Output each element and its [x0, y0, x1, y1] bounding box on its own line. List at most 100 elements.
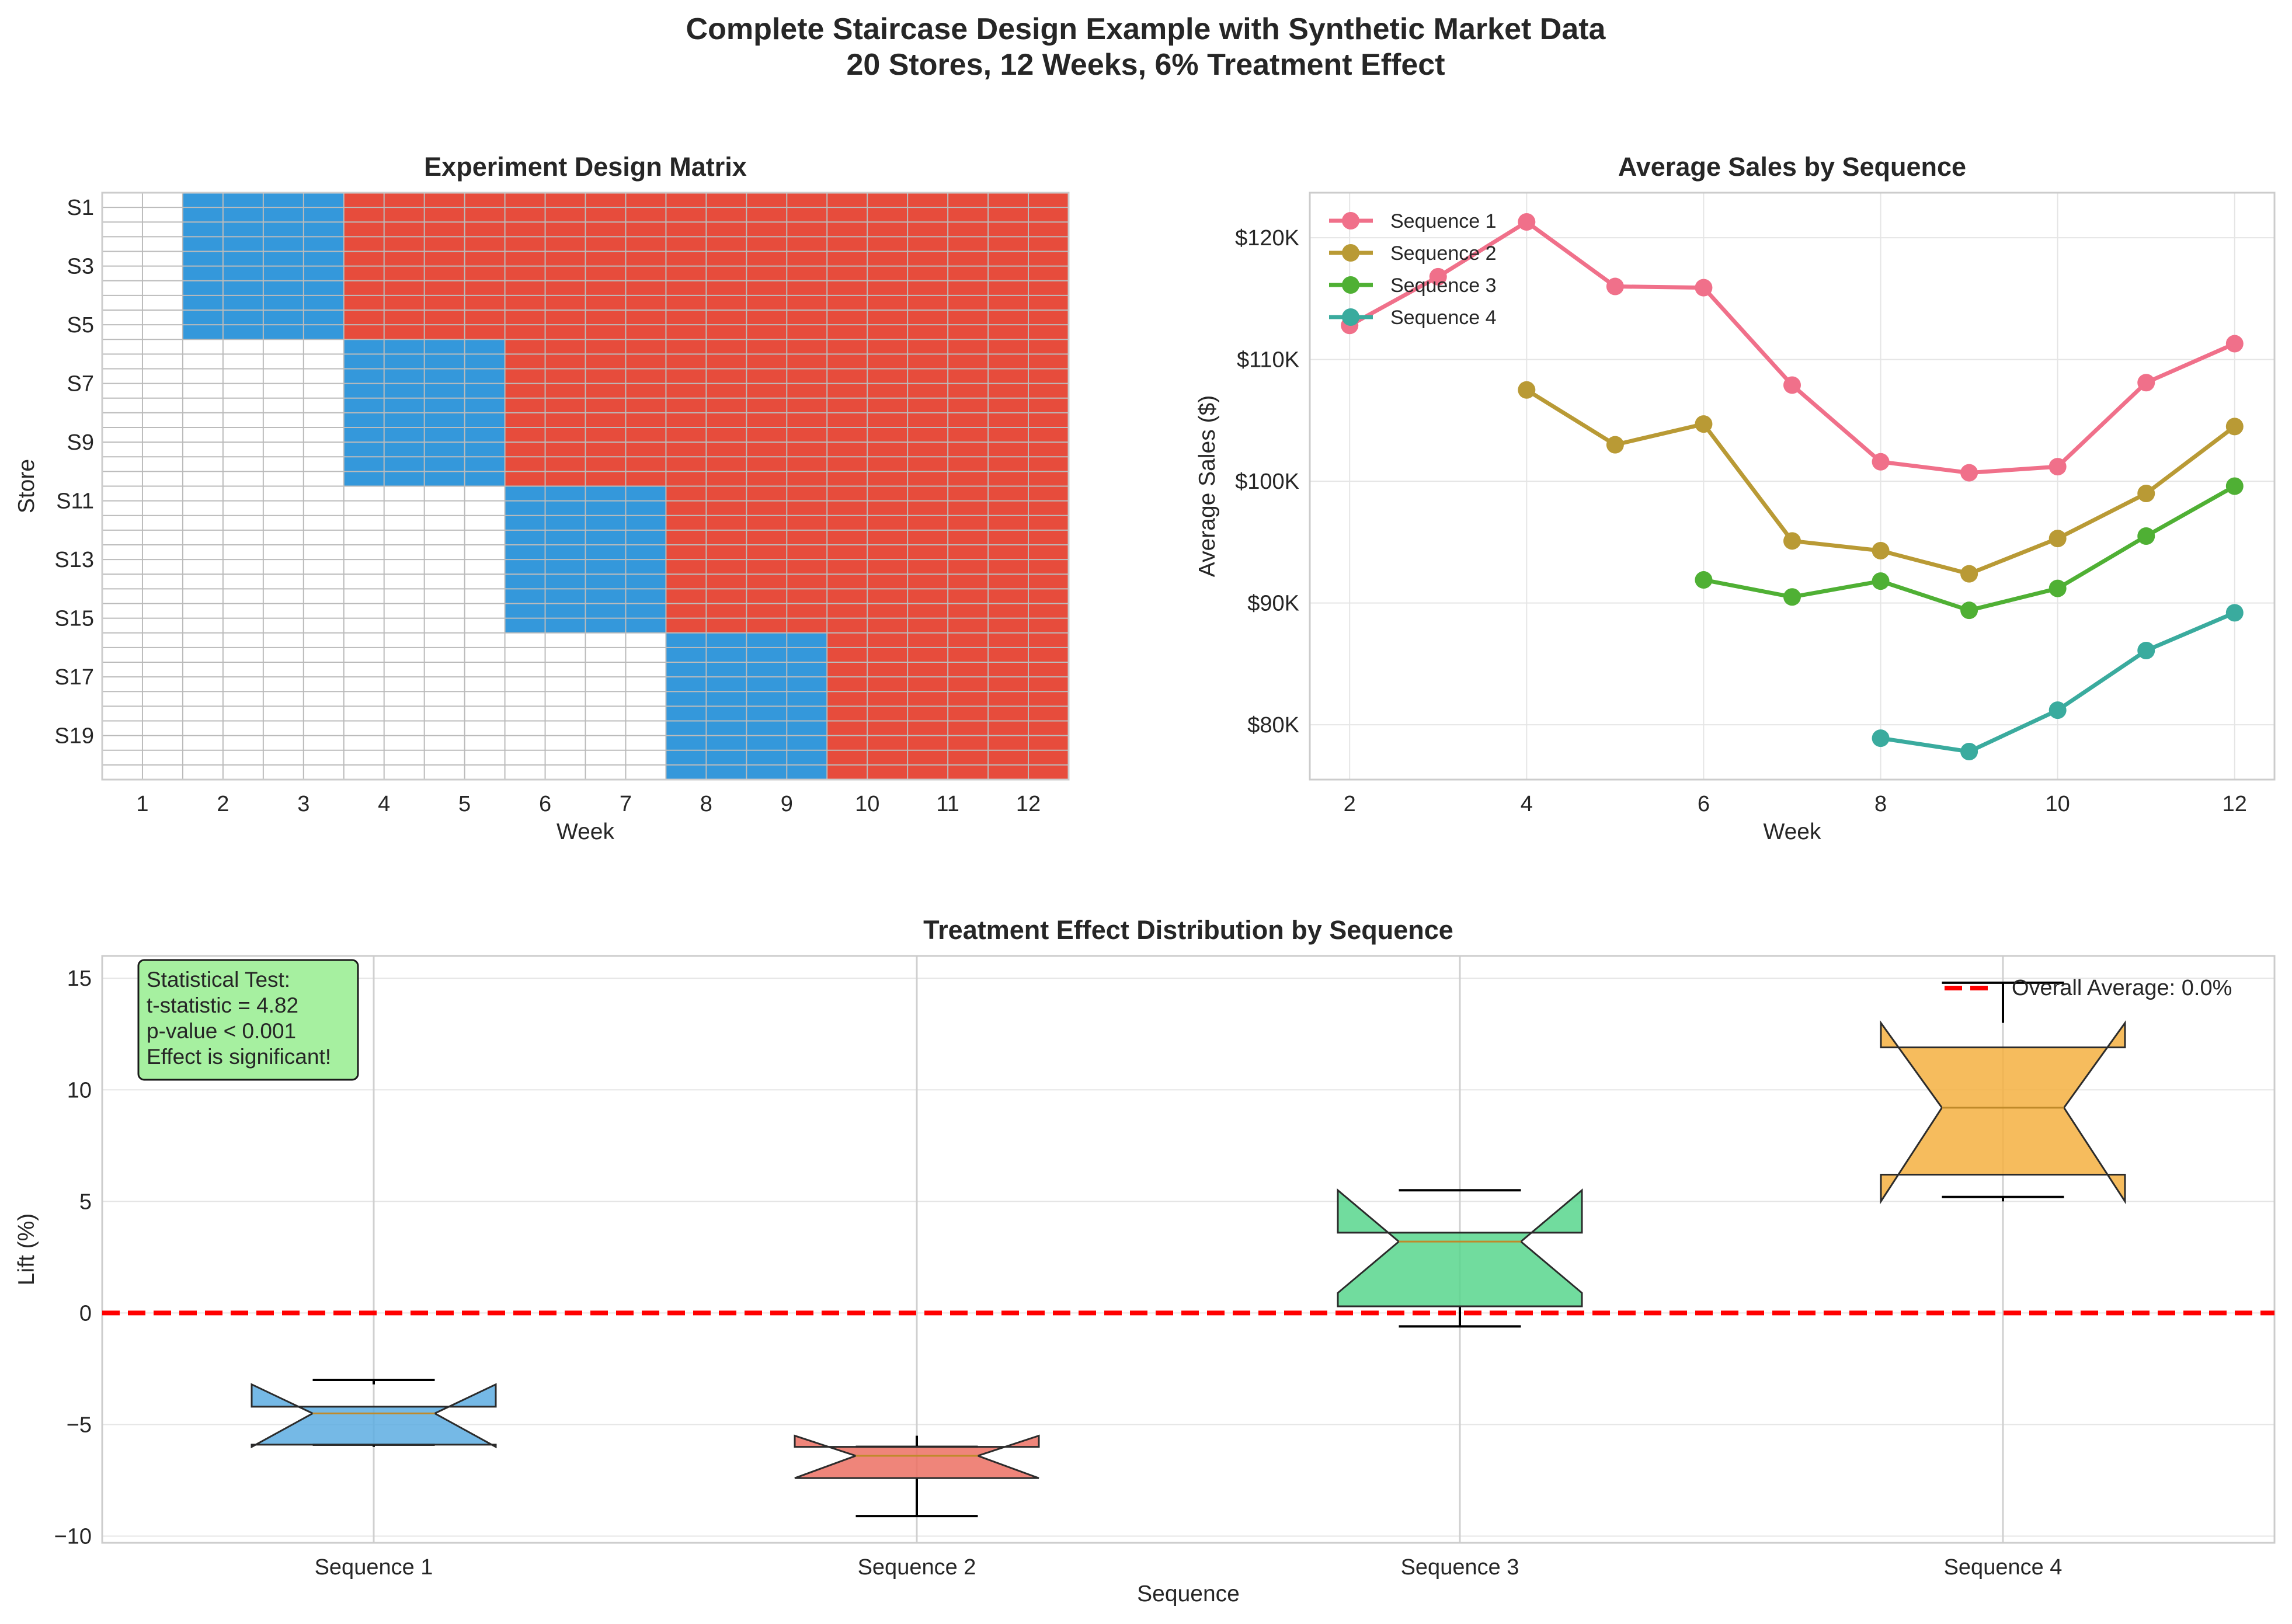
- sales-y-tick-label: $100K: [1235, 470, 1299, 494]
- sales-data-point: [2137, 527, 2155, 545]
- lift-y-tick-label: 5: [79, 1190, 92, 1214]
- sales-data-point: [1783, 532, 1801, 550]
- sales-data-point: [1960, 743, 1978, 761]
- sales-title: Average Sales by Sequence: [1618, 152, 1966, 182]
- sales-data-point: [2137, 485, 2155, 503]
- stat-test-line: Effect is significant!: [147, 1045, 331, 1069]
- matrix-x-axis-label: Week: [557, 819, 614, 844]
- sales-data-point: [2225, 477, 2244, 495]
- sales-data-point: [2048, 701, 2067, 719]
- sales-x-tick-label: 10: [2046, 792, 2070, 816]
- matrix-y-tick-label: S17: [54, 665, 94, 690]
- sales-x-tick-label: 2: [1344, 792, 1356, 816]
- sales-data-point: [1606, 436, 1624, 454]
- sales-data-point: [2225, 604, 2244, 622]
- sales-data-point: [2225, 418, 2244, 436]
- sales-data-point: [1872, 572, 1890, 590]
- lift-box-panel: −10 −5 0 5 10 15 Sequence 1 Sequence 2 Sequence …: [14, 915, 2276, 1606]
- sales-data-point: [1872, 729, 1890, 747]
- sales-data-point: [2048, 530, 2067, 548]
- matrix-frame: [101, 192, 1070, 781]
- matrix-x-tick-label: 1: [136, 792, 148, 816]
- matrix-y-tick-label: S13: [54, 548, 94, 572]
- matrix-x-tick-label: 5: [458, 792, 471, 816]
- lift-box: [251, 1383, 497, 1449]
- sales-x-tick-label: 8: [1874, 792, 1887, 816]
- matrix-y-tick-label: S3: [67, 255, 94, 279]
- lift-box: [794, 1434, 1040, 1479]
- lift-y-tick-label: −10: [54, 1525, 92, 1549]
- sales-data-point: [1695, 571, 1713, 589]
- sales-data-point: [1960, 565, 1978, 583]
- sales-y-axis-label: Average Sales ($): [1195, 395, 1220, 577]
- matrix-x-tick-label: 4: [378, 792, 390, 816]
- matrix-y-tick-label: S1: [67, 196, 94, 220]
- matrix-y-tick-label: S9: [67, 430, 94, 455]
- sales-data-point: [1783, 588, 1801, 606]
- stat-test-line: p-value < 0.001: [147, 1019, 296, 1043]
- sales-data-point: [1429, 267, 1447, 286]
- stat-test-box: [137, 959, 359, 1081]
- sales-legend-marker: [1342, 244, 1359, 262]
- matrix-x-tick-label: 6: [539, 792, 551, 816]
- sales-data-point: [2048, 458, 2067, 476]
- sales-legend-marker: [1342, 308, 1359, 326]
- matrix-x-tick-label: 12: [1016, 792, 1041, 816]
- sales-x-tick-label: 6: [1698, 792, 1710, 816]
- matrix-x-tick-label: 11: [936, 792, 959, 816]
- sales-data-point: [2137, 641, 2155, 659]
- sales-y-tick-label: $80K: [1247, 713, 1299, 738]
- lift-box: [1880, 1020, 2126, 1205]
- sales-legend-label: Sequence 2: [1390, 242, 1497, 265]
- matrix-y-tick-label: S7: [67, 372, 94, 397]
- lift-plot-frame: [101, 955, 2276, 1544]
- lift-x-tick-label: Sequence 4: [1944, 1555, 2063, 1580]
- matrix-x-tick-label: 10: [855, 792, 879, 816]
- sales-data-point: [2048, 579, 2067, 597]
- sales-data-point: [2225, 335, 2244, 353]
- matrix-y-tick-label: S15: [54, 607, 94, 631]
- matrix-x-tick-label: 3: [297, 792, 309, 816]
- lift-y-tick-label: 10: [67, 1078, 92, 1103]
- sales-data-point: [1695, 415, 1713, 433]
- matrix-x-tick-label: 9: [781, 792, 793, 816]
- figure-title-line1: Complete Staircase Design Example with S…: [686, 12, 1606, 46]
- matrix-x-tick-label: 8: [700, 792, 712, 816]
- lift-x-axis-label: Sequence: [1137, 1581, 1240, 1606]
- sales-legend-marker: [1342, 212, 1359, 229]
- lift-box: [1337, 1188, 1583, 1307]
- lift-x-tick-label: Sequence 2: [858, 1555, 976, 1580]
- sales-x-tick-label: 4: [1521, 792, 1533, 816]
- lift-y-tick-label: 0: [79, 1301, 92, 1326]
- lift-title: Treatment Effect Distribution by Sequenc…: [923, 915, 1453, 945]
- matrix-x-tick-label: 2: [217, 792, 229, 816]
- matrix-title: Experiment Design Matrix: [424, 152, 747, 182]
- sales-legend-marker: [1342, 276, 1359, 294]
- sales-data-point: [1872, 542, 1890, 560]
- matrix-y-tick-label: S5: [67, 313, 94, 338]
- stat-test-line: Statistical Test:: [147, 968, 290, 992]
- matrix-x-tick-label: 7: [620, 792, 632, 816]
- stat-test-line: t-statistic = 4.82: [147, 993, 298, 1017]
- lift-y-axis-label: Lift (%): [14, 1213, 39, 1286]
- sales-line-panel: 2 4 6 8 10 12 $80K $90K $100K $110K $120K Sequence …: [1195, 152, 2276, 844]
- sales-legend-label: Sequence 3: [1390, 274, 1497, 297]
- design-matrix-panel: 1 2 3 4 5 6 7 8 9 10 11 12S1S3S5S7S9S11S13S15S17S19…: [14, 152, 1070, 844]
- sales-plot-frame: [1309, 192, 2276, 781]
- sales-y-tick-label: $90K: [1247, 592, 1299, 616]
- sales-data-point: [1518, 381, 1536, 399]
- lift-x-tick-label: Sequence 1: [315, 1555, 433, 1580]
- sales-y-tick-label: $110K: [1237, 348, 1299, 373]
- matrix-y-tick-label: S19: [54, 724, 94, 749]
- matrix-y-axis-label: Store: [14, 459, 39, 513]
- sales-data-point: [1606, 277, 1624, 295]
- sales-y-tick-label: $120K: [1235, 226, 1299, 251]
- matrix-y-tick-label: S11: [56, 489, 94, 514]
- sales-data-point: [1960, 601, 1978, 620]
- sales-x-axis-label: Week: [1764, 819, 1821, 844]
- sales-legend-label: Sequence 1: [1390, 210, 1497, 232]
- lift-legend-label: Overall Average: 0.0%: [2012, 976, 2232, 1000]
- lift-y-tick-label: 15: [67, 966, 92, 991]
- sales-data-point: [1695, 279, 1713, 297]
